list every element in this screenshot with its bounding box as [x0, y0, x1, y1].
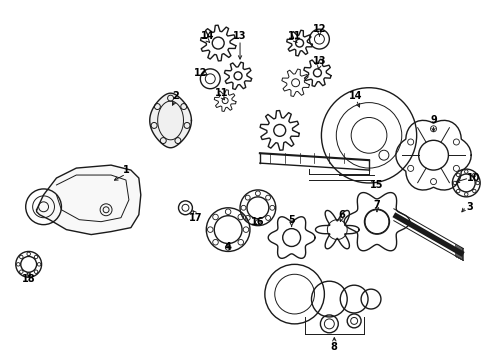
Text: 13: 13	[233, 31, 247, 41]
Text: 14: 14	[349, 91, 363, 101]
Text: 13: 13	[313, 56, 326, 66]
Text: 6: 6	[338, 210, 344, 220]
Text: 18: 18	[22, 274, 35, 284]
Text: 16: 16	[251, 217, 265, 227]
Polygon shape	[150, 93, 192, 148]
Text: 4: 4	[225, 243, 231, 252]
Text: 7: 7	[373, 200, 380, 210]
Text: 17: 17	[189, 213, 202, 223]
Text: 2: 2	[172, 91, 179, 101]
Text: 9: 9	[430, 116, 437, 126]
Text: 10: 10	[466, 173, 480, 183]
Text: 14: 14	[200, 31, 214, 41]
Text: 5: 5	[288, 215, 295, 225]
Text: 3: 3	[467, 202, 474, 212]
Text: 12: 12	[313, 24, 326, 34]
Text: 11: 11	[288, 31, 301, 41]
Text: 15: 15	[370, 180, 384, 190]
Text: 8: 8	[331, 342, 338, 352]
Text: 12: 12	[194, 68, 207, 78]
Text: 1: 1	[122, 165, 129, 175]
Polygon shape	[37, 165, 141, 235]
Text: 11: 11	[216, 88, 229, 98]
